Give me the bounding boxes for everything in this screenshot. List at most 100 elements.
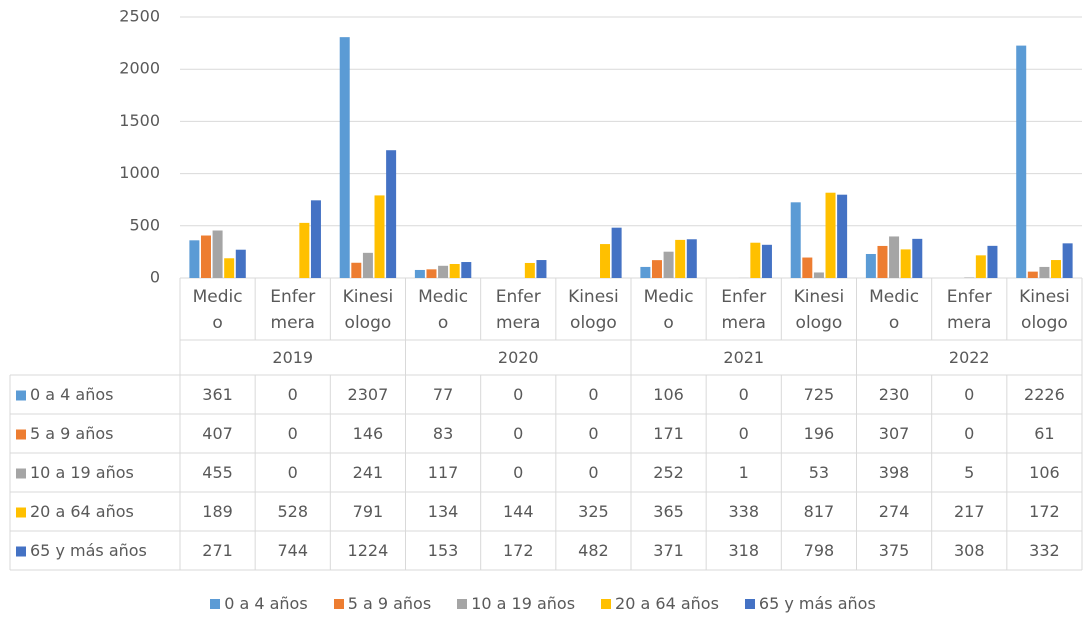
x-tick-label: Medico	[418, 287, 469, 333]
bar	[889, 236, 900, 278]
bar	[414, 269, 425, 278]
table-cell: 375	[879, 541, 910, 560]
table-cell: 744	[277, 541, 308, 560]
table-cell: 172	[503, 541, 534, 560]
legend-label: 0 a 4 años	[224, 594, 308, 613]
bar	[1027, 271, 1038, 278]
bar	[438, 265, 449, 278]
bar	[200, 235, 211, 278]
x-tick-label: Enfermera	[721, 287, 767, 333]
table-cell: 271	[202, 541, 233, 560]
table-cell: 2226	[1024, 385, 1065, 404]
bar	[825, 192, 836, 278]
x-tick-label: Kinesiologo	[568, 287, 619, 333]
group-label: 2021	[723, 348, 764, 367]
legend-item: 20 a 64 años	[601, 594, 719, 613]
bar	[675, 239, 686, 278]
legend-swatch	[457, 598, 468, 609]
table-cell: 53	[809, 463, 829, 482]
table-cell: 0	[288, 424, 298, 443]
table-cell: 0	[964, 424, 974, 443]
table-cell: 153	[428, 541, 459, 560]
bar	[362, 252, 373, 278]
table-cell: 325	[578, 502, 609, 521]
table-cell: 0	[513, 424, 523, 443]
bar	[374, 195, 385, 278]
table-cell: 189	[202, 502, 233, 521]
bar	[611, 227, 622, 278]
table-cell: 134	[428, 502, 459, 521]
bar	[640, 266, 651, 278]
legend-item: 5 a 9 años	[333, 594, 431, 613]
table-cell: 83	[433, 424, 453, 443]
table-cell: 0	[588, 385, 598, 404]
table-cell: 318	[728, 541, 759, 560]
table-cell: 308	[954, 541, 985, 560]
bar	[426, 269, 437, 278]
table-cell: 0	[513, 385, 523, 404]
table-cell: 332	[1029, 541, 1060, 560]
legend-swatch	[16, 546, 26, 557]
row-label: 5 a 9 años	[30, 424, 114, 443]
x-tick-label: Medico	[869, 287, 920, 333]
bar	[351, 262, 362, 278]
legend-item: 10 a 19 años	[457, 594, 575, 613]
bar	[987, 245, 998, 278]
table-cell: 791	[353, 502, 384, 521]
table-cell: 171	[653, 424, 684, 443]
table-cell: 371	[653, 541, 684, 560]
table-cell: 725	[804, 385, 835, 404]
table-cell: 398	[879, 463, 910, 482]
bar	[1039, 266, 1050, 278]
bar	[212, 230, 223, 278]
y-tick-label: 2500	[119, 7, 160, 26]
table-cell: 798	[804, 541, 835, 560]
row-label: 0 a 4 años	[30, 385, 114, 404]
x-tick-label: Enfermera	[946, 287, 992, 333]
row-label: 20 a 64 años	[30, 502, 134, 521]
table-cell: 252	[653, 463, 684, 482]
table-cell: 196	[804, 424, 835, 443]
y-tick-label: 1000	[119, 163, 160, 182]
table-cell: 361	[202, 385, 233, 404]
bar	[189, 240, 200, 278]
x-tick-label: Kinesiologo	[793, 287, 845, 333]
table-cell: 106	[653, 385, 684, 404]
legend-swatch	[333, 598, 344, 609]
bar	[900, 249, 911, 278]
legend-swatch	[210, 598, 221, 609]
legend-swatch	[16, 429, 26, 440]
bar	[386, 150, 397, 278]
table-cell: 0	[739, 424, 749, 443]
legend: 0 a 4 años 5 a 9 años 10 a 19 años 20 a 64 …	[0, 594, 1086, 613]
bar	[1051, 260, 1062, 278]
bar	[790, 202, 801, 278]
bar	[975, 255, 986, 278]
bar	[865, 253, 876, 278]
table-cell: 455	[202, 463, 233, 482]
table-cell: 274	[879, 502, 910, 521]
group-label: 2019	[272, 348, 313, 367]
x-tick-label: Kinesiologo	[1019, 287, 1070, 333]
y-tick-label: 0	[150, 268, 160, 287]
table-cell: 1	[739, 463, 749, 482]
legend-swatch	[16, 390, 26, 401]
table-cell: 61	[1034, 424, 1054, 443]
bar	[524, 262, 535, 278]
table-cell: 528	[277, 502, 308, 521]
row-label: 10 a 19 años	[30, 463, 134, 482]
table-cell: 146	[353, 424, 384, 443]
bar	[339, 37, 350, 278]
bar	[310, 200, 321, 278]
bar	[536, 260, 547, 278]
legend-item: 0 a 4 años	[210, 594, 308, 613]
group-label: 2020	[498, 348, 539, 367]
table-cell: 365	[653, 502, 684, 521]
y-tick-label: 2000	[119, 59, 160, 78]
bar	[877, 245, 888, 278]
legend-label: 65 y más años	[758, 594, 876, 613]
x-tick-label: Kinesiologo	[342, 287, 394, 333]
table-cell: 0	[513, 463, 523, 482]
row-label: 65 y más años	[30, 541, 147, 560]
